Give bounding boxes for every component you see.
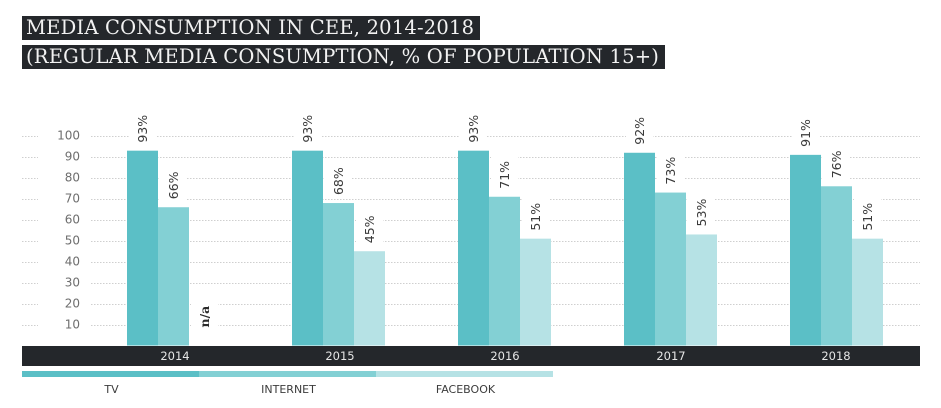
value-label: 51% <box>528 203 543 231</box>
x-tick-label: 2018 <box>821 349 850 363</box>
label-backdrop <box>823 144 850 181</box>
x-tick-label: 2015 <box>325 349 354 363</box>
legend-swatch-facebook <box>376 371 553 377</box>
value-label: 66% <box>166 171 181 199</box>
bar-internet-2018 <box>821 186 852 346</box>
chart-title: MEDIA CONSUMPTION IN CEE, 2014-2018 <box>22 16 481 40</box>
value-label: 91% <box>798 119 813 147</box>
legend-label-tv: TV <box>103 383 119 396</box>
legend-swatch-tv <box>22 371 199 377</box>
value-label-na: n/a <box>197 306 212 328</box>
bar-facebook-2015 <box>354 251 385 346</box>
label-backdrop <box>688 192 715 229</box>
bar-internet-2015 <box>323 203 354 346</box>
y-tick-label: 100 <box>57 129 80 143</box>
y-tick-label: 90 <box>65 150 80 164</box>
value-label: 76% <box>829 150 844 178</box>
x-tick-label: 2017 <box>656 349 685 363</box>
legend-swatch-internet <box>199 371 376 377</box>
bar-tv-2014 <box>127 150 158 346</box>
y-tick-label: 70 <box>65 192 80 206</box>
label-backdrop <box>129 108 156 145</box>
legend-label-internet: INTERNET <box>261 383 316 396</box>
bar-tv-2015 <box>292 150 323 346</box>
label-backdrop <box>657 150 684 187</box>
label-backdrop <box>356 209 383 246</box>
bar-internet-2014 <box>158 207 189 346</box>
y-tick-label: 40 <box>65 255 80 269</box>
value-label: 92% <box>632 117 647 145</box>
value-label: 53% <box>694 199 709 227</box>
label-backdrop <box>626 110 653 147</box>
label-backdrop <box>294 108 321 145</box>
bar-tv-2017 <box>624 152 655 346</box>
bar-internet-2016 <box>489 196 520 346</box>
chart-subtitle: (REGULAR MEDIA CONSUMPTION, % OF POPULAT… <box>22 45 666 69</box>
label-backdrop <box>792 112 819 149</box>
bar-internet-2017 <box>655 192 686 346</box>
value-label: 93% <box>135 115 150 143</box>
label-backdrop <box>160 165 187 202</box>
label-backdrop <box>491 154 518 191</box>
bar-tv-2016 <box>458 150 489 346</box>
value-label: 73% <box>663 157 678 185</box>
value-label: 93% <box>466 115 481 143</box>
label-backdrop <box>460 108 487 145</box>
legend-label-facebook: FACEBOOK <box>436 383 496 396</box>
value-label: 68% <box>331 167 346 195</box>
x-tick-label: 2016 <box>490 349 519 363</box>
value-labels: 93% 93% 93% 92% 91% 66% 68% 71% 73% 76% n/a 45% 51% 5… <box>129 108 881 330</box>
y-tick-label: 30 <box>65 276 80 290</box>
bar-facebook-2016 <box>520 238 551 346</box>
bar-facebook-2018 <box>852 238 883 346</box>
y-tick-label: 50 <box>65 234 80 248</box>
y-tick-label: 60 <box>65 213 80 227</box>
y-tick-label: 10 <box>65 318 80 332</box>
bar-tv-2018 <box>790 154 821 346</box>
label-backdrop <box>325 161 352 198</box>
y-tick-label: 20 <box>65 297 80 311</box>
label-backdrop <box>854 196 881 233</box>
legend: TV INTERNET FACEBOOK <box>22 371 553 396</box>
bars <box>127 150 883 346</box>
x-axis-band <box>22 346 920 366</box>
value-label: 45% <box>362 215 377 243</box>
label-backdrop <box>522 196 549 233</box>
value-label: 93% <box>300 115 315 143</box>
value-label: 71% <box>497 161 512 189</box>
x-axis: 2014 2015 2016 2017 2018 <box>22 346 920 366</box>
y-axis-ticks: 10 20 30 40 50 60 70 80 90 100 <box>57 129 80 332</box>
value-label: 51% <box>860 203 875 231</box>
bar-facebook-2017 <box>686 234 717 346</box>
x-tick-label: 2014 <box>160 349 189 363</box>
label-backdrop <box>191 297 218 330</box>
y-tick-label: 80 <box>65 171 80 185</box>
